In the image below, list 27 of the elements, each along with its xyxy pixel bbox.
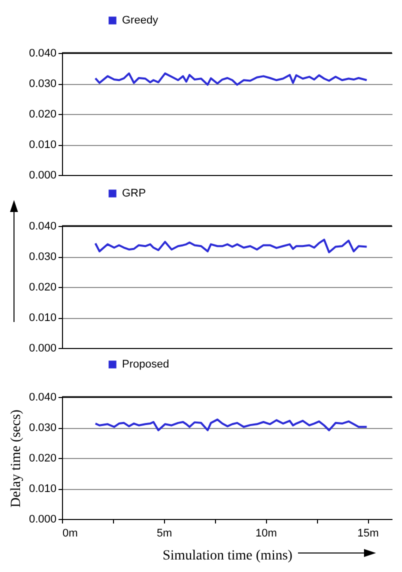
x-tick-label: 15m: [357, 528, 379, 540]
y-tick-label: 0.010: [28, 139, 56, 151]
y-tick-label: 0.030: [28, 422, 56, 434]
x-axis-title: Simulation time (mins): [162, 548, 293, 564]
line-series: [94, 418, 368, 432]
y-tick-label: 0.000: [28, 514, 56, 526]
y-tick-label: 0.010: [28, 312, 56, 324]
y-tick-label: 0.010: [28, 483, 56, 495]
y-tick-label: 0.020: [28, 452, 56, 464]
legend-label: Greedy: [122, 14, 159, 26]
y-tick-label: 0.040: [28, 220, 56, 232]
x-tick-label: 0m: [62, 528, 78, 540]
y-tick-label: 0.020: [28, 282, 56, 294]
y-tick-label: 0.030: [28, 251, 56, 263]
y-tick-label: 0.020: [28, 108, 56, 120]
x-tick-label: 10m: [256, 528, 277, 540]
y-tick-label: 0.030: [28, 78, 56, 90]
x-tick-label: 5m: [156, 528, 172, 540]
line-series: [94, 72, 368, 86]
y-tick-label: 0.000: [28, 342, 56, 354]
y-axis-title: Delay time (secs): [8, 409, 24, 508]
y-tick-label: 0.000: [28, 170, 56, 182]
legend-label: GRP: [122, 188, 146, 200]
y-tick-label: 0.040: [28, 392, 56, 404]
legend-label: Proposed: [122, 358, 170, 370]
line-series: [94, 238, 368, 254]
y-tick-label: 0.040: [28, 48, 56, 60]
